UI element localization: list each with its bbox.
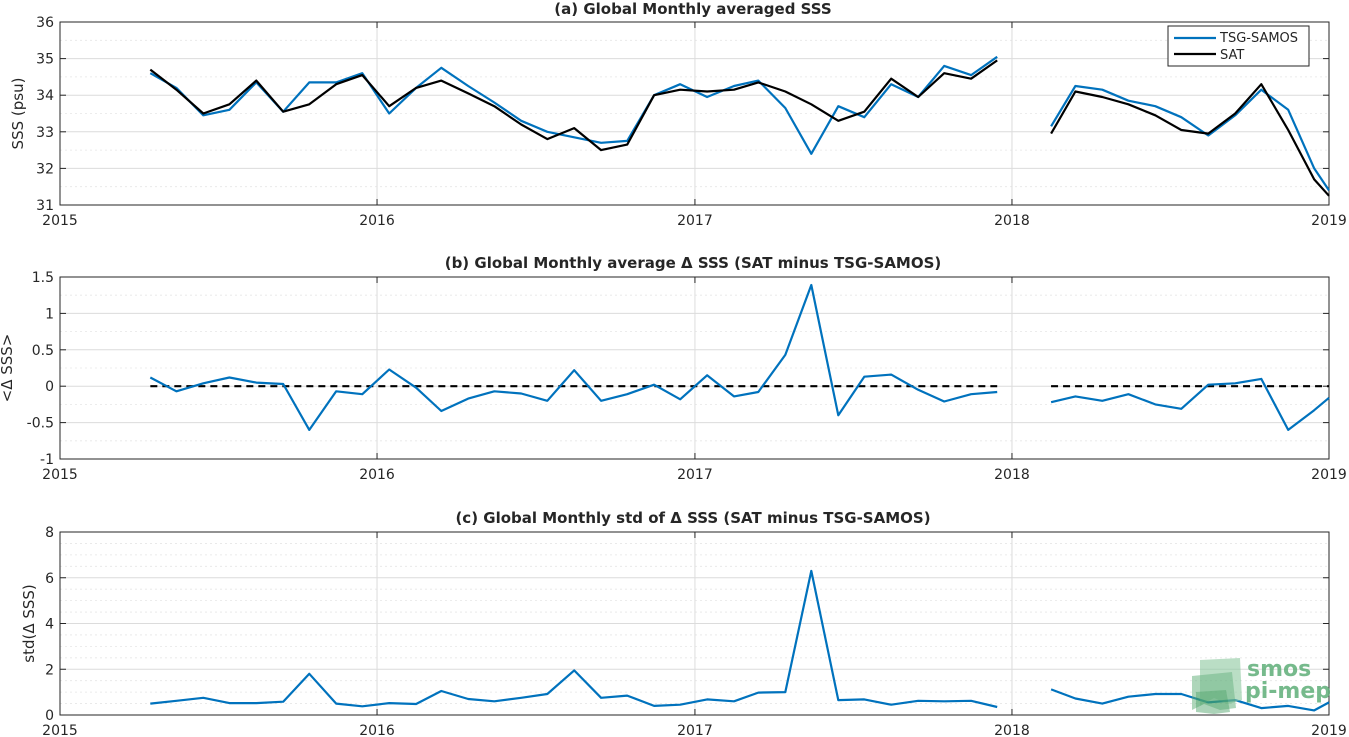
panel-c-y-ticks: 0 2 4 6 8 — [45, 525, 1329, 724]
legend-box — [1167, 25, 1310, 67]
y-tick-label: 36 — [36, 15, 54, 31]
x-tick-label: 2017 — [677, 723, 713, 737]
y-tick-label: 1 — [45, 306, 54, 322]
panel-a-lines — [149, 55, 1330, 197]
y-tick-label: 35 — [36, 52, 54, 68]
panel-a-y-ticks: 31 32 33 34 35 36 — [36, 15, 1329, 214]
smos-pi-mep-logo: smos pi-mep — [1192, 657, 1331, 714]
y-tick-label: 0 — [45, 708, 54, 724]
legend-label-tsg: TSG-SAMOS — [1219, 31, 1298, 46]
panel-b-title: (b) Global Monthly average Δ SSS (SAT mi… — [445, 254, 942, 272]
panel-b-x-ticks: 2015 2016 2017 2018 2019 — [42, 277, 1347, 483]
logo-wave-icon — [1192, 658, 1242, 714]
x-tick-label: 2019 — [1311, 213, 1347, 229]
y-tick-label: 34 — [36, 88, 54, 104]
y-tick-label: 4 — [45, 617, 54, 633]
y-tick-label: 0.5 — [32, 343, 54, 359]
panel-b: (b) Global Monthly average Δ SSS (SAT mi… — [0, 254, 1347, 483]
y-tick-label: 31 — [36, 198, 54, 214]
y-tick-label: 6 — [45, 571, 54, 587]
y-tick-label: 0 — [45, 379, 54, 395]
panel-a: (a) Global Monthly averaged SSS 31 32 33 34… — [9, 0, 1347, 229]
y-tick-label: 32 — [36, 161, 54, 177]
y-tick-label: 8 — [45, 525, 54, 541]
panel-c-title: (c) Global Monthly std of Δ SSS (SAT min… — [455, 509, 930, 527]
panel-a-grid — [59, 21, 1330, 206]
x-tick-label: 2018 — [994, 213, 1030, 229]
panel-c-x-ticks: 2015 2016 2017 2018 2019 — [42, 532, 1347, 737]
y-tick-label: -0.5 — [27, 416, 54, 432]
legend-label-sat: SAT — [1220, 48, 1244, 63]
y-tick-label: 2 — [45, 662, 54, 678]
panel-c-y-axis-label: std(Δ SSS) — [20, 584, 38, 663]
panel-a-title: (a) Global Monthly averaged SSS — [554, 0, 831, 18]
y-tick-label: -1 — [40, 452, 54, 468]
x-tick-label: 2017 — [677, 467, 713, 483]
series-line-0 — [149, 283, 1330, 431]
panel-c: (c) Global Monthly std of Δ SSS (SAT min… — [20, 509, 1347, 737]
x-tick-label: 2015 — [42, 723, 78, 737]
x-tick-label: 2016 — [359, 467, 395, 483]
y-tick-label: 1.5 — [32, 270, 54, 286]
panel-a-x-ticks: 2015 2016 2017 2018 2019 — [42, 22, 1347, 229]
series-line-0 — [150, 569, 1330, 712]
x-tick-label: 2015 — [42, 213, 78, 229]
x-tick-label: 2015 — [42, 467, 78, 483]
panel-b-lines — [149, 283, 1330, 431]
series-line-tsg-samos — [149, 55, 1330, 192]
panel-b-y-axis-label: <Δ SSS> — [0, 334, 16, 403]
x-tick-label: 2017 — [677, 213, 713, 229]
x-tick-label: 2016 — [359, 723, 395, 737]
panel-b-grid — [59, 276, 1330, 460]
x-tick-label: 2016 — [359, 213, 395, 229]
series-line-sat — [149, 59, 1330, 197]
logo-text-pi-mep: pi-mep — [1245, 679, 1331, 704]
panel-a-y-axis-label: SSS (psu) — [9, 78, 27, 150]
x-tick-label: 2018 — [994, 723, 1030, 737]
x-tick-label: 2019 — [1311, 723, 1347, 737]
legend: TSG-SAMOS SAT — [1167, 25, 1310, 67]
panel-c-lines — [150, 569, 1330, 712]
x-tick-label: 2018 — [994, 467, 1030, 483]
x-tick-label: 2019 — [1311, 467, 1347, 483]
panel-c-grid — [59, 531, 1330, 716]
logo-text-smos: smos — [1247, 657, 1311, 682]
panel-b-y-ticks: -1 -0.5 0 0.5 1 1.5 — [27, 270, 1329, 468]
y-tick-label: 33 — [36, 125, 54, 141]
